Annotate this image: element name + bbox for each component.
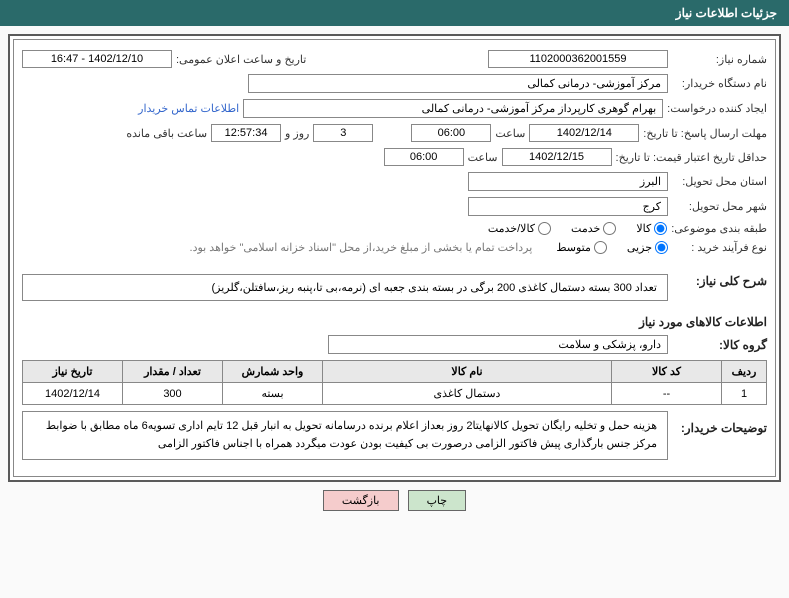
radio-minor-input[interactable] xyxy=(655,241,668,254)
need-no-label: شماره نیاز: xyxy=(672,53,767,66)
requester-value: بهرام گوهری کارپرداز مرکز آموزشی- درمانی… xyxy=(243,99,663,118)
announce-datetime-label: تاریخ و ساعت اعلان عمومی: xyxy=(176,53,306,66)
time-remaining-label: ساعت باقی مانده xyxy=(126,127,207,140)
min-validity-date-value: 1402/12/15 xyxy=(502,148,612,166)
classification-label: طبقه بندی موضوعی: xyxy=(671,222,767,235)
th-unit: واحد شمارش xyxy=(223,361,323,383)
radio-goods-service[interactable]: کالا/خدمت xyxy=(488,222,551,235)
print-button[interactable]: چاپ xyxy=(408,490,467,511)
td-row: 1 xyxy=(722,383,767,405)
need-summary-value: تعداد 300 بسته دستمال کاغذی 200 برگی در … xyxy=(22,274,668,301)
page-header: جزئیات اطلاعات نیاز xyxy=(0,0,789,26)
page-title: جزئیات اطلاعات نیاز xyxy=(676,6,777,20)
td-unit: بسته xyxy=(223,383,323,405)
city-value: کرج xyxy=(468,197,668,216)
requester-label: ایجاد کننده درخواست: xyxy=(667,102,767,115)
required-items-label: اطلاعات کالاهای مورد نیاز xyxy=(22,315,767,329)
min-validity-time-label: ساعت xyxy=(468,151,498,164)
radio-goods-service-input[interactable] xyxy=(538,222,551,235)
th-code: کد کالا xyxy=(612,361,722,383)
radio-service-input[interactable] xyxy=(603,222,616,235)
response-date-value: 1402/12/14 xyxy=(529,124,639,142)
radio-service[interactable]: خدمت xyxy=(571,222,616,235)
need-no-value: 1102000362001559 xyxy=(488,50,668,68)
table-row: 1 -- دستمال کاغذی بسته 300 1402/12/14 xyxy=(23,383,767,405)
days-and-label: روز و xyxy=(285,127,309,140)
radio-minor[interactable]: جزیی xyxy=(627,241,668,254)
buyer-notes-label: توضیحات خریدار: xyxy=(672,421,767,435)
province-value: البرز xyxy=(468,172,668,191)
th-date: تاریخ نیاز xyxy=(23,361,123,383)
item-group-label: گروه کالا: xyxy=(672,338,767,352)
th-qty: تعداد / مقدار xyxy=(123,361,223,383)
buyer-notes-value: هزینه حمل و تخلیه رایگان تحویل کالانهایت… xyxy=(22,411,668,460)
response-deadline-label: مهلت ارسال پاسخ: تا تاریخ: xyxy=(643,127,767,140)
table-header-row: ردیف کد کالا نام کالا واحد شمارش تعداد /… xyxy=(23,361,767,383)
th-row: ردیف xyxy=(722,361,767,383)
announce-datetime-value: 1402/12/10 - 16:47 xyxy=(22,50,172,68)
purchase-type-label: نوع فرآیند خرید : xyxy=(672,241,767,254)
main-panel: شماره نیاز: 1102000362001559 تاریخ و ساع… xyxy=(8,34,781,482)
province-label: استان محل تحویل: xyxy=(672,175,767,188)
buyer-contact-link[interactable]: اطلاعات تماس خریدار xyxy=(138,102,239,115)
buyer-org-value: مرکز آموزشی- درمانی کمالی xyxy=(248,74,668,93)
days-remaining-value: 3 xyxy=(313,124,373,142)
radio-medium[interactable]: متوسط xyxy=(556,241,607,254)
radio-goods-input[interactable] xyxy=(654,222,667,235)
min-validity-time-value: 06:00 xyxy=(384,148,464,166)
buyer-org-label: نام دستگاه خریدار: xyxy=(672,77,767,90)
need-summary-label: شرح کلی نیاز: xyxy=(672,274,767,288)
clock-remaining-value: 12:57:34 xyxy=(211,124,281,142)
button-row: چاپ بازگشت xyxy=(0,490,789,511)
purchase-type-group: جزیی متوسط xyxy=(556,241,668,254)
td-code: -- xyxy=(612,383,722,405)
td-name: دستمال کاغذی xyxy=(323,383,612,405)
payment-note: پرداخت تمام یا بخشی از مبلغ خرید،از محل … xyxy=(190,241,533,254)
classification-group: کالا خدمت کالا/خدمت xyxy=(488,222,667,235)
back-button[interactable]: بازگشت xyxy=(323,490,399,511)
city-label: شهر محل تحویل: xyxy=(672,200,767,213)
response-time-label: ساعت xyxy=(495,127,525,140)
radio-medium-input[interactable] xyxy=(594,241,607,254)
th-name: نام کالا xyxy=(323,361,612,383)
radio-goods[interactable]: کالا xyxy=(636,222,667,235)
items-table: ردیف کد کالا نام کالا واحد شمارش تعداد /… xyxy=(22,360,767,405)
td-date: 1402/12/14 xyxy=(23,383,123,405)
min-validity-label: حداقل تاریخ اعتبار قیمت: تا تاریخ: xyxy=(616,151,767,164)
item-group-value: دارو، پزشکی و سلامت xyxy=(328,335,668,354)
response-time-value: 06:00 xyxy=(411,124,491,142)
td-qty: 300 xyxy=(123,383,223,405)
form-panel: شماره نیاز: 1102000362001559 تاریخ و ساع… xyxy=(13,39,776,477)
